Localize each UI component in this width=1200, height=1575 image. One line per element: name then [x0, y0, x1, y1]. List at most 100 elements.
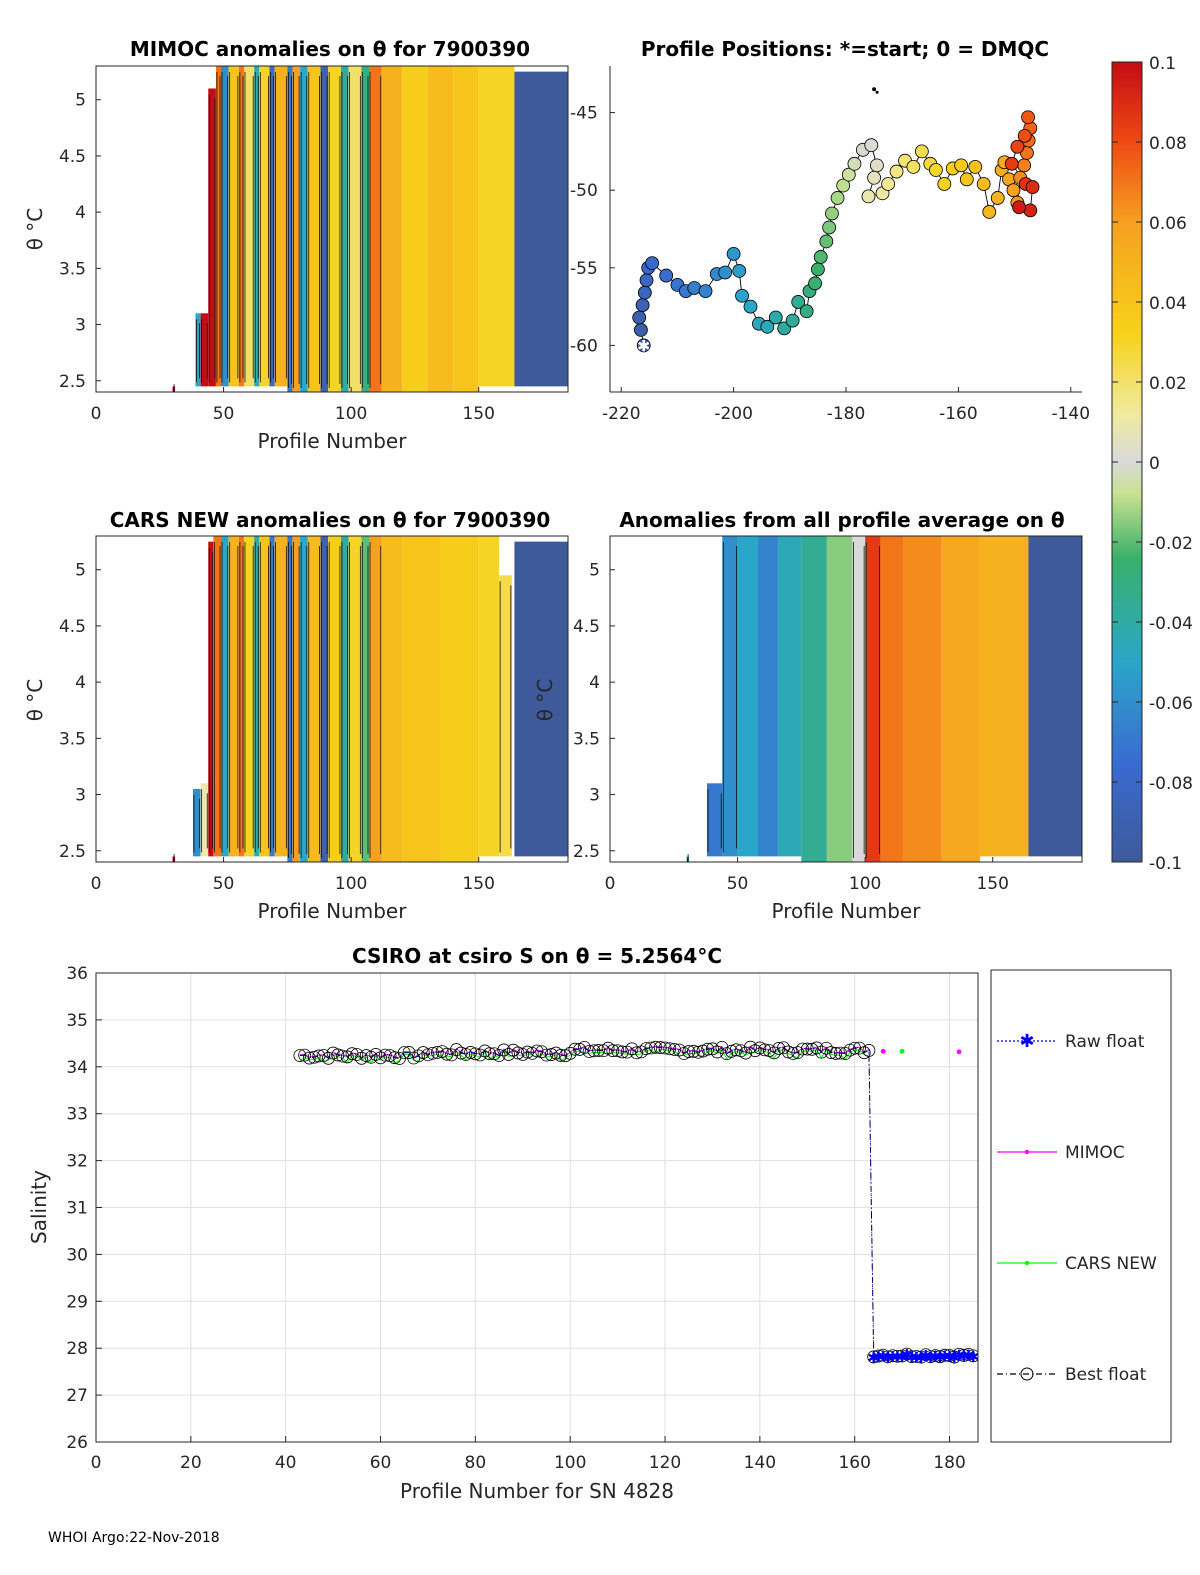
profile-position-point [698, 284, 713, 298]
allavg-heatmap [686, 536, 1082, 862]
best-float-marker [554, 1049, 568, 1062]
salinity-x-tick-label: 60 [370, 1453, 392, 1473]
profile-position-point [811, 262, 825, 277]
mimoc-x-label: Profile Number [258, 429, 408, 453]
cars-stripe [402, 536, 441, 862]
cars-stripe [274, 536, 288, 857]
mimoc-stripe [200, 313, 209, 387]
allavg-stripe [757, 536, 779, 857]
best-float-marker [321, 1051, 335, 1065]
mimoc-stripe [320, 66, 329, 392]
profile-position-point [822, 220, 837, 235]
salinity-y-ticks: 36 35 34 33 32 31 30 29 28 27 26 [66, 964, 102, 1453]
mimoc-stripe [348, 66, 362, 392]
salinity-title: CSIRO at csiro S on θ = 5.2564°C [352, 944, 722, 968]
profile-position-point [768, 310, 783, 325]
raw-float-marker: ✱ [891, 1348, 904, 1366]
cars-stripe [340, 536, 349, 862]
profile-position-point [632, 310, 647, 325]
best-float-marker [412, 1049, 425, 1063]
salinity-x-ticks: 0 20 40 60 80 100 120 140 160 180 [91, 1436, 966, 1473]
best-float-marker [340, 1050, 354, 1064]
cars-y-ticks: 5 4.5 4 3.5 3 2.5 [59, 561, 101, 862]
salinity-y-tick-label: 27 [66, 1386, 88, 1406]
legend-mimoc-label: MIMOC [1065, 1143, 1125, 1163]
best-float-marker [625, 1042, 639, 1056]
positions-x-tick-label: -160 [939, 404, 978, 424]
colorbar-tick-label: 0.06 [1149, 214, 1187, 234]
mimoc-x-tick-label: 150 [462, 404, 494, 424]
cars-stripe [192, 788, 201, 857]
legend-mimoc-marker [1024, 1149, 1030, 1155]
mimoc-stripe [228, 66, 239, 387]
best-float-marker [658, 1041, 672, 1055]
colorbar-tick-label: -0.1 [1149, 854, 1182, 874]
mimoc-stripe [368, 66, 382, 392]
profile-position-point [645, 256, 660, 271]
legend-item-raw-float: ✱ Raw float [997, 1031, 1145, 1052]
best-float-marker [302, 1051, 316, 1065]
allavg-stripe [722, 536, 738, 857]
salinity-x-tick-label: 0 [91, 1453, 102, 1473]
best-float-marker [639, 1042, 653, 1056]
profile-position-point [743, 299, 758, 314]
mimoc-stripe [478, 66, 515, 387]
best-float-marker [563, 1046, 577, 1060]
mimoc-x-ticks: 0 50 100 150 [91, 387, 495, 424]
best-float-marker [890, 1349, 904, 1363]
best-float-marker [540, 1048, 553, 1062]
raw-float-marker: ✱ [877, 1347, 890, 1365]
best-float-marker [701, 1042, 715, 1056]
allavg-stripe [778, 536, 802, 857]
allavg-x-tick-label: 0 [605, 874, 616, 894]
profile-position-point [785, 313, 800, 328]
profile-position-point [639, 273, 654, 288]
cars-stripe [368, 536, 382, 862]
best-float-marker [743, 1040, 757, 1054]
positions-title: Profile Positions: *=start; 0 = DMQC [641, 37, 1049, 61]
allavg-stripe [852, 536, 866, 862]
mimoc-y-tick-label: 3.5 [59, 259, 86, 279]
raw-float-marker: ✱ [962, 1346, 975, 1364]
mimoc-stripe [287, 66, 293, 392]
raw-float-marker: ✱ [882, 1349, 895, 1367]
best-float-marker [378, 1048, 392, 1062]
salinity-y-tick-label: 28 [66, 1339, 88, 1359]
salinity-y-tick-label: 26 [66, 1433, 88, 1453]
cars-heatmap [172, 536, 568, 862]
legend-raw-float-marker: ✱ [1019, 1031, 1034, 1052]
cars-y-tick-label: 4 [75, 673, 86, 693]
mimoc-stripe [274, 66, 288, 387]
colorbar: 0.1 0.08 0.06 0.04 0.02 0 -0.02 -0.04 -0.06 -0.08… [1111, 54, 1193, 874]
allavg-x-tick-label: 150 [976, 874, 1008, 894]
best-float-marker [473, 1048, 487, 1062]
cars-stripe [292, 536, 301, 862]
cars-stripe [259, 536, 270, 857]
salinity-y-tick-label: 34 [66, 1058, 88, 1078]
profile-position-point [976, 177, 991, 191]
mimoc-stripe [427, 66, 454, 392]
mimoc-stripe [221, 66, 229, 387]
salinity-x-tick-label: 160 [838, 1453, 870, 1473]
best-float-marker [497, 1043, 511, 1057]
mimoc-stripe [269, 66, 275, 387]
best-float-marker [668, 1043, 681, 1056]
allavg-y-label: θ °C [533, 679, 557, 722]
cars-x-label: Profile Number [258, 899, 408, 923]
cars-stripe [208, 541, 214, 857]
mimoc-y-tick-label: 4 [75, 203, 86, 223]
allavg-stripe [737, 536, 758, 857]
raw-float-marker: ✱ [967, 1348, 980, 1366]
best-float-marker [924, 1350, 937, 1364]
profile-position-point [870, 158, 884, 173]
profile-position-point [889, 164, 904, 179]
legend-cars-label: CARS NEW [1065, 1254, 1157, 1274]
best-float-marker [369, 1048, 383, 1061]
start-marker: ✱ [637, 336, 650, 355]
salinity-y-tick-label: 32 [66, 1152, 88, 1172]
salinity-y-tick-label: 31 [66, 1199, 88, 1219]
cars-anomaly-panel: CARS NEW anomalies on θ for 7900390 0 50 1… [23, 508, 569, 923]
best-float-marker [791, 1046, 805, 1060]
mimoc-x-tick-label: 0 [91, 404, 102, 424]
best-float-marker [905, 1350, 919, 1363]
